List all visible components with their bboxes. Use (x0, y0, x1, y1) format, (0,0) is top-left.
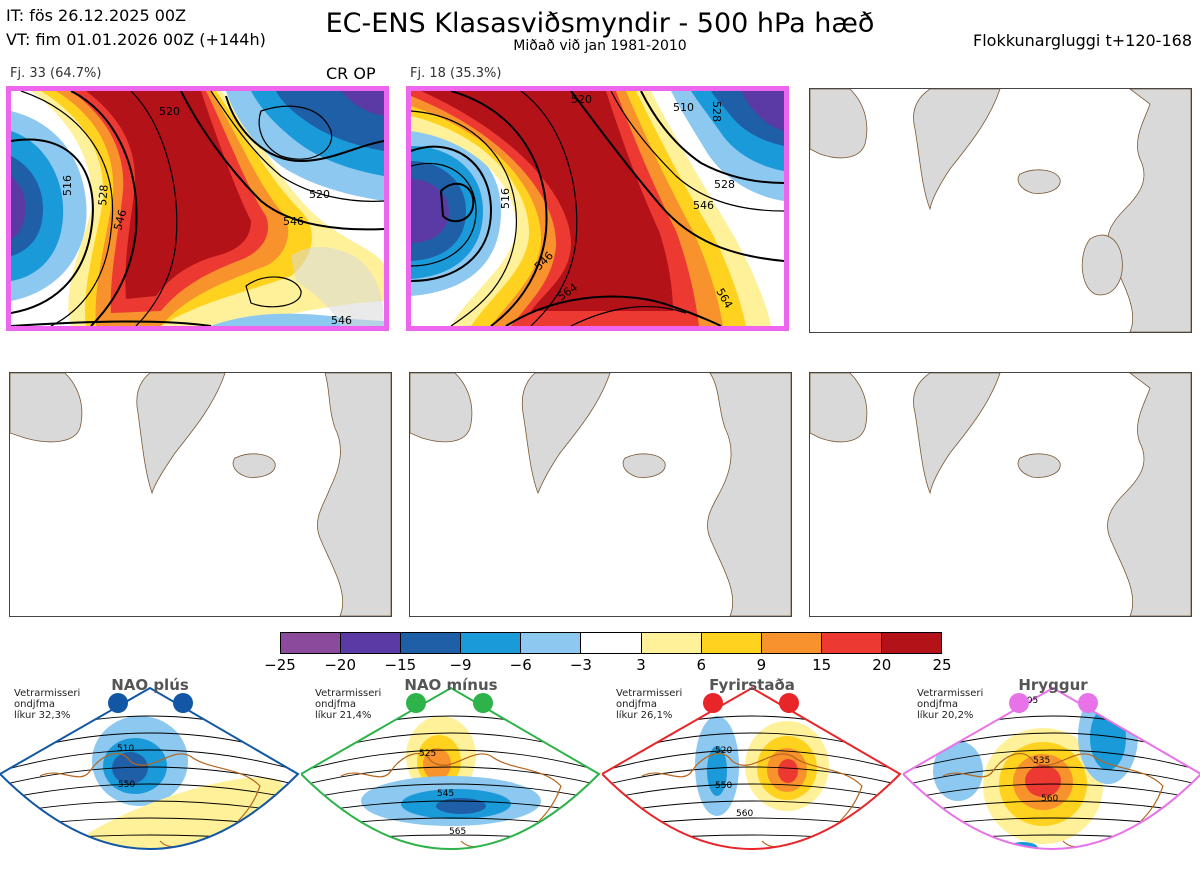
colorbar-swatch (701, 633, 762, 653)
colorbar-swatch (521, 633, 582, 653)
colorbar-swatch (281, 633, 342, 653)
contour-label: 546 (283, 215, 304, 228)
regime-marker (779, 693, 799, 713)
regime-contour-label: 565 (449, 827, 466, 837)
colorbar-tick-label: −3 (569, 656, 592, 674)
panel-1-label: Fj. 33 (64.7%) (10, 66, 102, 81)
colorbar-swatch (581, 633, 642, 653)
contour-label: 516 (499, 188, 512, 209)
scenario-panel-5[interactable] (409, 372, 792, 617)
regime-panel: 505 535 560 Hryggur Vetrarmisseri ondjfma lí… (903, 676, 1200, 871)
regime-panel: 510 550 NAO plús Vetrarmisseri ondjfma líku… (0, 676, 300, 871)
regime-contour-label: 545 (437, 789, 454, 799)
colorbar-tick-label: 9 (756, 656, 767, 674)
regime-probability: Vetrarmisseri ondjfma líkur 26,1% (616, 688, 683, 721)
regime-probability: Vetrarmisseri ondjfma líkur 21,4% (315, 688, 382, 721)
regime-title: Fyrirstaða (709, 676, 795, 694)
page-title: EC-ENS Klasasviðsmyndir - 500 hPa hæð (325, 8, 875, 39)
contour-label: 510 (673, 101, 694, 114)
contour-label: 516 (61, 175, 74, 196)
scenario-panel-3[interactable] (809, 88, 1192, 333)
regime-contour-label: 550 (118, 780, 135, 790)
regime-marker (473, 693, 493, 713)
contour-label: 528 (714, 178, 735, 191)
scenario-panel-2[interactable]: 510 520 546 528 546 564 564 516 528 (406, 86, 789, 331)
panel-1-tag: CR OP (326, 64, 376, 83)
regime-probability: Vetrarmisseri ondjfma líkur 32,3% (14, 688, 81, 721)
page-subtitle: Miðað við jan 1981-2010 (513, 38, 687, 54)
regime-title: NAO plús (111, 676, 189, 694)
regime-contour-label: 505 (1021, 696, 1038, 706)
valid-time: VT: fim 01.01.2026 00Z (+144h) (6, 30, 266, 49)
regime-panel: 520 550 560 Fyrirstaða Vetrarmisseri ondjfma… (602, 676, 902, 871)
colorbar-swatch (461, 633, 522, 653)
classification-window: Flokkunargluggi t+120-168 (973, 31, 1192, 50)
scenario-panel-1[interactable]: 520 546 520 546 528 546 516 (6, 86, 389, 331)
colorbar-swatch (401, 633, 462, 653)
regime-probability: Vetrarmisseri ondjfma líkur 20,2% (917, 688, 984, 721)
panel-2-label: Fj. 18 (35.3%) (410, 66, 502, 81)
regime-marker (108, 693, 128, 713)
regime-marker (1078, 693, 1098, 713)
regime-title: NAO mínus (404, 676, 498, 694)
colorbar-tick-label: −6 (509, 656, 532, 674)
colorbar-tick-label: −15 (384, 656, 417, 674)
contour-label: 546 (111, 208, 129, 232)
regime-contour-label: 520 (715, 746, 732, 756)
contour-label: 528 (710, 101, 723, 122)
colorbar-tick-label: −25 (264, 656, 296, 674)
regime-contour-label: 510 (117, 744, 134, 754)
regime-marker (173, 693, 193, 713)
scenario-panel-4[interactable] (9, 372, 392, 617)
colorbar-swatch (761, 633, 822, 653)
contour-label: 520 (571, 93, 592, 106)
colorbar-swatch (881, 633, 942, 653)
regime-contour-label: 550 (715, 781, 732, 791)
colorbar-swatch (821, 633, 882, 653)
contour-label: 520 (159, 105, 180, 118)
colorbar (280, 632, 942, 654)
regime-contour-label: 535 (1033, 756, 1050, 766)
contour-label: 546 (331, 314, 352, 326)
contour-label: 546 (693, 199, 714, 212)
colorbar-swatch (341, 633, 402, 653)
colorbar-tick-label: 15 (812, 656, 832, 674)
regime-marker (703, 693, 723, 713)
colorbar-tick-label: 20 (872, 656, 892, 674)
regime-title: Hryggur (1018, 676, 1088, 694)
colorbar-tick-label: −9 (449, 656, 472, 674)
regime-contour-label: 560 (1041, 794, 1058, 804)
scenario-panel-6[interactable] (809, 372, 1192, 617)
regime-marker (1009, 693, 1029, 713)
colorbar-swatch (641, 633, 702, 653)
regime-contour-label: 525 (419, 749, 436, 759)
contour-label: 520 (309, 188, 330, 201)
colorbar-tick-label: 6 (696, 656, 707, 674)
colorbar-tick-label: 3 (636, 656, 646, 674)
colorbar-tick-label: −20 (324, 656, 356, 674)
regime-contour-label: 560 (736, 809, 753, 819)
contour-label: 528 (96, 184, 111, 206)
init-time: IT: fös 26.12.2025 00Z (6, 6, 187, 25)
colorbar-tick-label: 25 (932, 656, 952, 674)
regime-panel: 525 545 565 NAO mínus Vetrarmisseri ondjfma … (301, 676, 601, 871)
regime-marker (406, 693, 426, 713)
